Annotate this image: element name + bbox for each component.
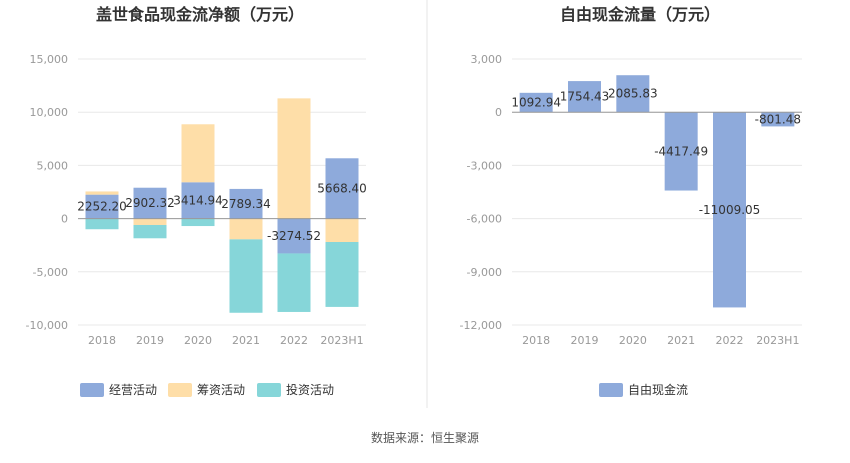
- data-label: -801.48: [755, 112, 801, 126]
- chart-title-right: 自由现金流量（万元）: [560, 5, 720, 24]
- x-tick-label: 2023H1: [320, 334, 363, 347]
- x-tick-label: 2020: [619, 334, 647, 347]
- fcf-bars: [512, 75, 802, 308]
- y-tick-labels-right: 3,000 0 -3,000 -6,000 -9,000 -12,000: [460, 53, 502, 332]
- x-tick-label: 2018: [522, 334, 550, 347]
- legend-item-financing[interactable]: 筹资活动: [168, 383, 245, 397]
- bar-investing: [133, 224, 167, 239]
- bar-operating: [133, 187, 167, 219]
- chart-title-left: 盖世食品现金流净额（万元）: [96, 5, 304, 24]
- legend-item-fcf[interactable]: 自由现金流: [599, 382, 688, 397]
- data-label: 2085.83: [608, 87, 658, 101]
- bar-operating: [277, 218, 311, 254]
- bar-fcf: [616, 75, 650, 113]
- data-label: -4417.49: [654, 144, 708, 158]
- y-tick-label: 0: [495, 106, 502, 119]
- data-label: 2902.32: [125, 196, 175, 210]
- x-tick-label: 2023H1: [756, 334, 799, 347]
- bar-investing: [181, 218, 215, 227]
- data-source-note: 数据来源：恒生聚源: [371, 430, 479, 445]
- legend-swatch: [257, 383, 281, 397]
- bar-operating: [85, 194, 119, 219]
- bar-fcf: [519, 92, 553, 113]
- stacked-bars: [78, 98, 366, 313]
- legend-swatch: [599, 383, 623, 397]
- x-tick-label: 2022: [280, 334, 308, 347]
- bar-investing: [229, 239, 263, 313]
- bar-fcf: [664, 112, 698, 191]
- x-tick-label: 2019: [571, 334, 599, 347]
- x-tick-label: 2021: [667, 334, 695, 347]
- free-cashflow-chart: 自由现金流量（万元） 3,000 0 -3,000 -6,000 -9,000 -12,0…: [460, 5, 802, 397]
- data-label: -11009.05: [699, 203, 761, 217]
- data-label: 2252.20: [77, 200, 127, 214]
- y-tick-label: -9,000: [467, 266, 502, 279]
- data-label: -3274.52: [267, 229, 321, 243]
- legend-right[interactable]: 自由现金流: [599, 382, 688, 397]
- y-tick-label: -6,000: [467, 213, 502, 226]
- legend-label: 投资活动: [286, 382, 334, 397]
- x-tick-label: 2021: [232, 334, 260, 347]
- data-label: 5668.40: [317, 181, 367, 195]
- bar-operating: [325, 158, 359, 219]
- legend-label: 筹资活动: [197, 383, 245, 397]
- y-tick-label: 0: [61, 213, 68, 226]
- bar-financing: [229, 218, 263, 240]
- data-label: 3414.94: [173, 193, 223, 207]
- legend-swatch: [168, 383, 192, 397]
- data-label: 1754.43: [560, 90, 610, 104]
- x-tick-labels-left: 2018 2019 2020 2021 2022 2023H1: [88, 334, 364, 347]
- bar-financing: [85, 191, 119, 195]
- data-label: 1092.94: [511, 96, 561, 110]
- y-tick-label: -5,000: [33, 266, 68, 279]
- bar-operating: [229, 188, 263, 219]
- bar-financing: [133, 218, 167, 225]
- y-tick-label: 3,000: [471, 53, 503, 66]
- legend-label: 经营活动: [109, 383, 157, 397]
- x-tick-label: 2018: [88, 334, 116, 347]
- y-tick-label: -10,000: [26, 319, 68, 332]
- y-tick-label: 10,000: [30, 106, 69, 119]
- bar-financing: [325, 218, 359, 243]
- cashflow-net-chart: 盖世食品现金流净额（万元） 15,000 10,000 5,000 0 -5,000 -1…: [26, 5, 367, 397]
- bar-investing: [85, 218, 119, 230]
- x-tick-labels-right: 2018 2019 2020 2021 2022 2023H1: [522, 334, 799, 347]
- x-tick-label: 2020: [184, 334, 212, 347]
- bar-financing: [277, 98, 311, 219]
- bar-investing: [325, 242, 359, 307]
- legend-label: 自由现金流: [628, 382, 688, 397]
- y-tick-label: -12,000: [460, 319, 502, 332]
- bar-fcf: [568, 81, 601, 113]
- bar-fcf: [761, 112, 795, 127]
- data-label: 2789.34: [221, 197, 271, 211]
- x-tick-label: 2019: [136, 334, 164, 347]
- legend-left[interactable]: 经营活动 筹资活动 投资活动: [80, 382, 334, 397]
- legend-item-investing[interactable]: 投资活动: [257, 382, 334, 397]
- y-tick-labels-left: 15,000 10,000 5,000 0 -5,000 -10,000: [26, 53, 68, 332]
- legend-item-operating[interactable]: 经营活动: [80, 383, 157, 397]
- bar-financing: [181, 124, 215, 183]
- y-tick-label: -3,000: [467, 159, 502, 172]
- bar-operating: [181, 182, 215, 219]
- legend-swatch: [80, 383, 104, 397]
- y-tick-label: 15,000: [30, 53, 69, 66]
- bar-investing: [277, 253, 311, 312]
- x-tick-label: 2022: [716, 334, 744, 347]
- y-tick-label: 5,000: [37, 159, 69, 172]
- bar-fcf: [713, 112, 746, 308]
